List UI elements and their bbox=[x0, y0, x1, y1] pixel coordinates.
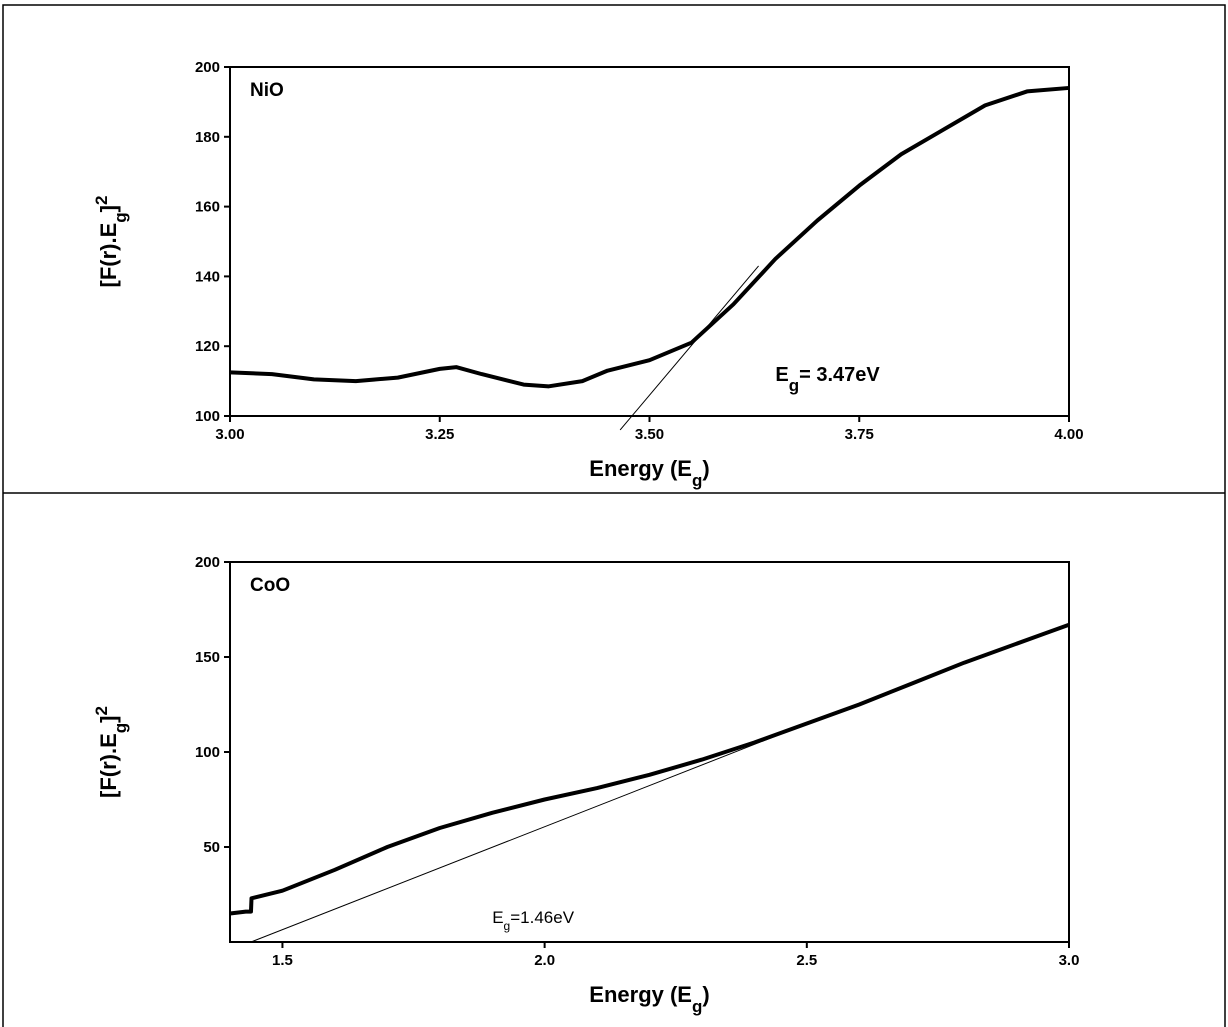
y-tick-label: 180 bbox=[195, 129, 220, 146]
x-tick-label: 1.5 bbox=[272, 952, 293, 969]
tangent-line bbox=[619, 265, 759, 431]
text-part: E bbox=[775, 364, 788, 386]
panel-label: CoO bbox=[250, 575, 290, 596]
table-border bbox=[2, 4, 1226, 1027]
text-part: g bbox=[692, 471, 702, 490]
y-tick-label: 140 bbox=[195, 268, 220, 285]
x-axis-title: Energy (Eg) bbox=[589, 456, 709, 490]
data-line bbox=[229, 85, 1070, 389]
text-part: g bbox=[692, 997, 702, 1016]
text-part: ] bbox=[96, 715, 121, 722]
y-tick-label: 120 bbox=[195, 338, 220, 355]
y-axis-title: [F(r).Eg]2 bbox=[92, 196, 130, 288]
x-tick-label: 3.0 bbox=[1059, 952, 1080, 969]
x-tick-label: 3.50 bbox=[635, 426, 664, 443]
annotation: Eg= 3.47eV bbox=[775, 364, 880, 395]
text-part: g bbox=[504, 919, 511, 933]
y-axis-title: [F(r).Eg]2 bbox=[92, 706, 130, 798]
y-tick-label: 160 bbox=[195, 199, 220, 216]
text-part: [F(r).E bbox=[96, 223, 121, 288]
text-part: g bbox=[111, 723, 130, 733]
y-tick-label: 200 bbox=[195, 59, 220, 76]
plot-frame bbox=[229, 66, 1070, 417]
text-part: g bbox=[789, 376, 799, 395]
text-part: g bbox=[111, 212, 130, 222]
x-tick-label: 2.5 bbox=[796, 952, 817, 969]
text-part: Energy (E bbox=[589, 982, 692, 1007]
x-tick-label: 4.00 bbox=[1054, 426, 1083, 443]
tangent-line bbox=[250, 719, 818, 943]
data-line bbox=[229, 622, 1070, 916]
text-part: =1.46eV bbox=[510, 908, 574, 927]
annotation: Eg=1.46eV bbox=[492, 908, 575, 933]
text-part: Energy (E bbox=[589, 456, 692, 481]
text-part: 2 bbox=[92, 196, 111, 205]
y-tick-label: 100 bbox=[195, 408, 220, 425]
panel-label: NiO bbox=[250, 80, 284, 101]
text-part: ) bbox=[702, 456, 709, 481]
x-axis-title: Energy (Eg) bbox=[589, 982, 709, 1016]
text-part: E bbox=[492, 908, 503, 927]
plot-frame bbox=[229, 561, 1070, 943]
text-part: = 3.47eV bbox=[799, 364, 880, 386]
y-tick-label: 50 bbox=[203, 839, 220, 856]
x-tick-label: 3.00 bbox=[215, 426, 244, 443]
y-tick-label: 100 bbox=[195, 744, 220, 761]
x-tick-label: 3.25 bbox=[425, 426, 454, 443]
text-part: ] bbox=[96, 205, 121, 212]
text-part: 2 bbox=[92, 706, 111, 715]
text-part: ) bbox=[702, 982, 709, 1007]
x-tick-label: 3.75 bbox=[845, 426, 874, 443]
y-tick-label: 200 bbox=[195, 554, 220, 571]
x-tick-label: 2.0 bbox=[534, 952, 555, 969]
text-part: [F(r).E bbox=[96, 733, 121, 798]
y-tick-label: 150 bbox=[195, 649, 220, 666]
